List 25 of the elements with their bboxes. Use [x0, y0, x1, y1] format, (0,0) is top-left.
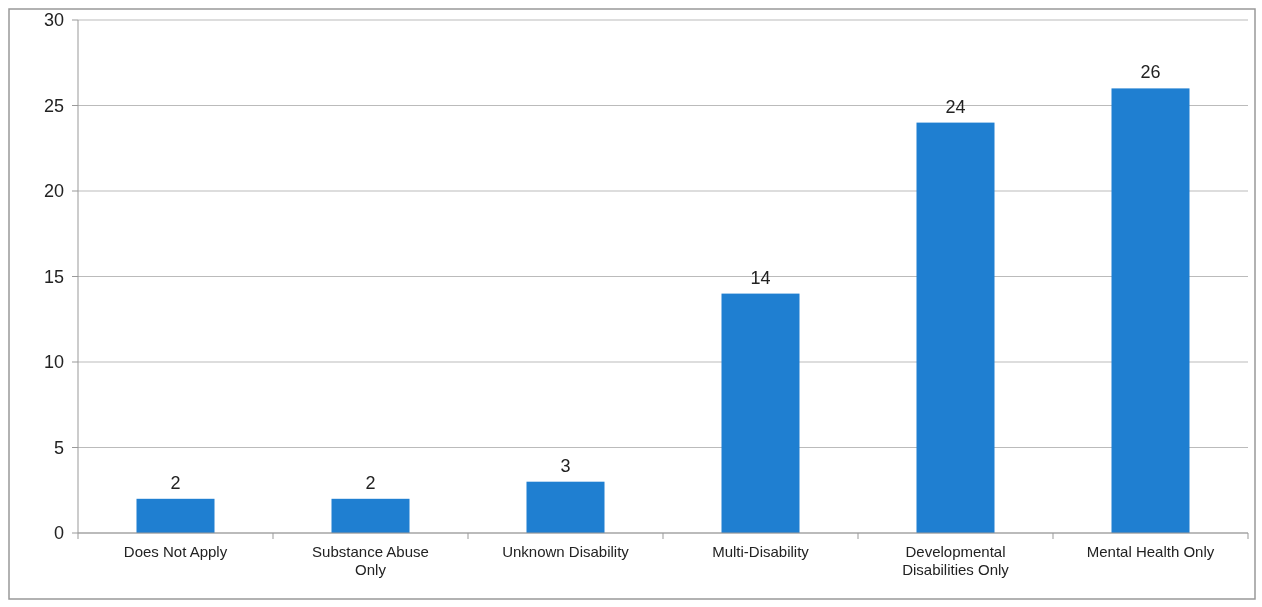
y-tick-label: 10 [43, 352, 64, 373]
y-tick-label: 0 [53, 523, 64, 544]
y-tick-label: 5 [53, 437, 64, 458]
y-tick-label: 30 [43, 10, 64, 31]
x-tick-label: Developmental Disabilities Only [902, 543, 1010, 578]
data-label: 24 [945, 96, 966, 117]
bar [916, 122, 995, 533]
x-tick-label: Multi-Disability [712, 543, 810, 560]
y-tick-label: 25 [43, 95, 64, 116]
data-label: 14 [750, 267, 771, 288]
data-label: 2 [170, 472, 181, 493]
x-tick-label: Substance Abuse Only [312, 543, 429, 578]
y-tick-label: 20 [43, 181, 64, 202]
bar [526, 481, 605, 533]
bar [1111, 88, 1190, 533]
x-tick-label: Unknown Disability [502, 543, 630, 560]
bar [721, 293, 800, 533]
x-tick-label: Mental Health Only [1086, 543, 1215, 560]
data-label: 2 [365, 472, 376, 493]
bar [331, 498, 410, 533]
y-tick-label: 15 [43, 266, 64, 287]
data-label: 3 [560, 455, 571, 476]
data-label: 26 [1140, 62, 1161, 83]
x-tick-label: Does Not Apply [123, 543, 228, 560]
bar [136, 498, 215, 533]
